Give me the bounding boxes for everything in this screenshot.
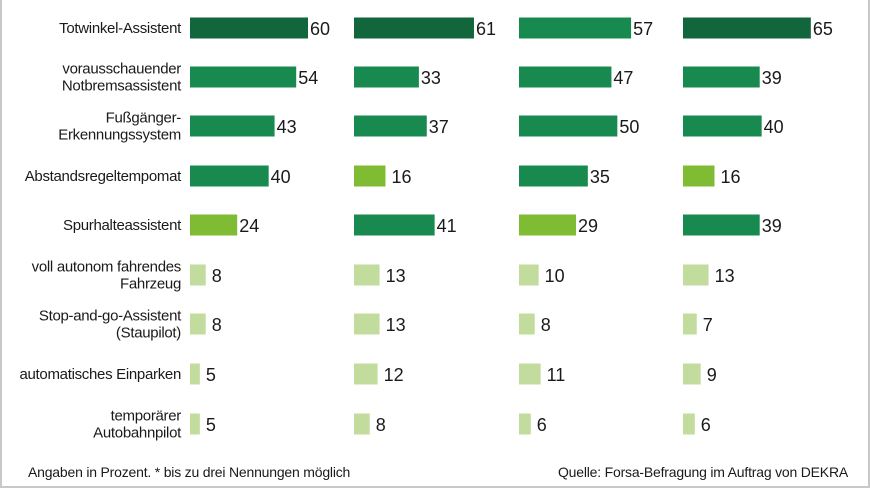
bar	[190, 214, 238, 236]
category-label: temporärer	[111, 408, 182, 425]
value-label: 8	[376, 415, 386, 435]
bar	[519, 413, 531, 435]
bar	[190, 264, 206, 286]
bar	[354, 264, 380, 286]
value-label: 5	[206, 365, 216, 385]
bar	[519, 313, 535, 335]
value-label: 61	[476, 19, 496, 39]
bar	[683, 214, 760, 236]
value-label: 39	[762, 68, 782, 88]
bar	[190, 66, 297, 88]
category-label: voll autonom fahrendes	[32, 259, 181, 276]
category-label: Notbremsassistent	[62, 78, 182, 95]
value-label: 41	[437, 216, 457, 236]
value-label: 40	[271, 167, 291, 187]
value-label: 50	[619, 117, 639, 137]
value-label: 6	[537, 415, 547, 435]
value-label: 12	[384, 365, 404, 385]
bar	[354, 66, 419, 88]
bar	[519, 165, 588, 187]
bar	[354, 214, 435, 236]
bar	[354, 313, 380, 335]
bar	[354, 115, 427, 137]
value-label: 7	[703, 315, 713, 335]
value-label: 6	[701, 415, 711, 435]
value-label: 29	[578, 216, 598, 236]
bar	[683, 115, 762, 137]
value-label: 47	[613, 68, 633, 88]
bar	[190, 165, 269, 187]
bar	[354, 165, 386, 187]
category-label: Abstandsregeltempomat	[25, 168, 182, 185]
value-label: 13	[715, 266, 735, 286]
bar	[190, 313, 206, 335]
value-label: 24	[239, 216, 259, 236]
bar	[519, 214, 577, 236]
bar	[683, 66, 760, 88]
value-label: 5	[206, 415, 216, 435]
value-label: 11	[547, 365, 566, 385]
value-label: 33	[421, 68, 441, 88]
value-label: 8	[212, 315, 222, 335]
bar	[190, 363, 200, 385]
value-label: 35	[590, 167, 610, 187]
bar	[354, 413, 370, 435]
category-label: Autobahnpilot	[93, 425, 182, 442]
source-note: Quelle: Forsa-Befragung im Auftrag von D…	[557, 464, 848, 480]
bar	[519, 115, 618, 137]
bar	[683, 17, 811, 39]
footnote: Angaben in Prozent. * bis zu drei Nennun…	[28, 464, 351, 480]
value-label: 8	[541, 315, 551, 335]
category-label: Fahrzeug	[120, 276, 181, 293]
bar	[519, 66, 612, 88]
category-label: Totwinkel-Assistent	[59, 20, 182, 37]
bar	[519, 363, 541, 385]
bar	[683, 363, 701, 385]
value-label: 43	[277, 117, 297, 137]
category-label: vorausschauender	[62, 61, 181, 78]
bar	[190, 17, 308, 39]
bar	[190, 413, 200, 435]
category-label: Stop-and-go-Assistent	[39, 308, 182, 325]
value-label: 65	[813, 19, 833, 39]
value-label: 9	[707, 365, 717, 385]
value-label: 10	[545, 266, 565, 286]
category-label: (Staupilot)	[116, 325, 181, 342]
category-label: Spurhalteassistent	[63, 217, 182, 234]
category-label: Erkennungssystem	[58, 127, 181, 144]
value-label: 60	[310, 19, 330, 39]
bar-chart: Totwinkel-Assistent vorausschauenderNotbr…	[19, 17, 833, 442]
value-label: 54	[298, 68, 318, 88]
value-label: 37	[429, 117, 449, 137]
category-label: Fußgänger-	[106, 110, 182, 127]
value-label: 13	[386, 315, 406, 335]
value-label: 13	[386, 266, 406, 286]
bar	[683, 165, 715, 187]
bar	[354, 17, 474, 39]
value-label: 16	[720, 167, 740, 187]
bar	[683, 313, 697, 335]
bar	[683, 264, 709, 286]
value-label: 39	[762, 216, 782, 236]
bar	[683, 413, 695, 435]
value-label: 8	[212, 266, 222, 286]
bar	[519, 264, 539, 286]
bar	[519, 17, 632, 39]
bar	[354, 363, 378, 385]
bar	[190, 115, 275, 137]
value-label: 57	[633, 19, 653, 39]
value-label: 16	[391, 167, 411, 187]
category-label: automatisches Einparken	[19, 366, 181, 383]
value-label: 40	[764, 117, 784, 137]
